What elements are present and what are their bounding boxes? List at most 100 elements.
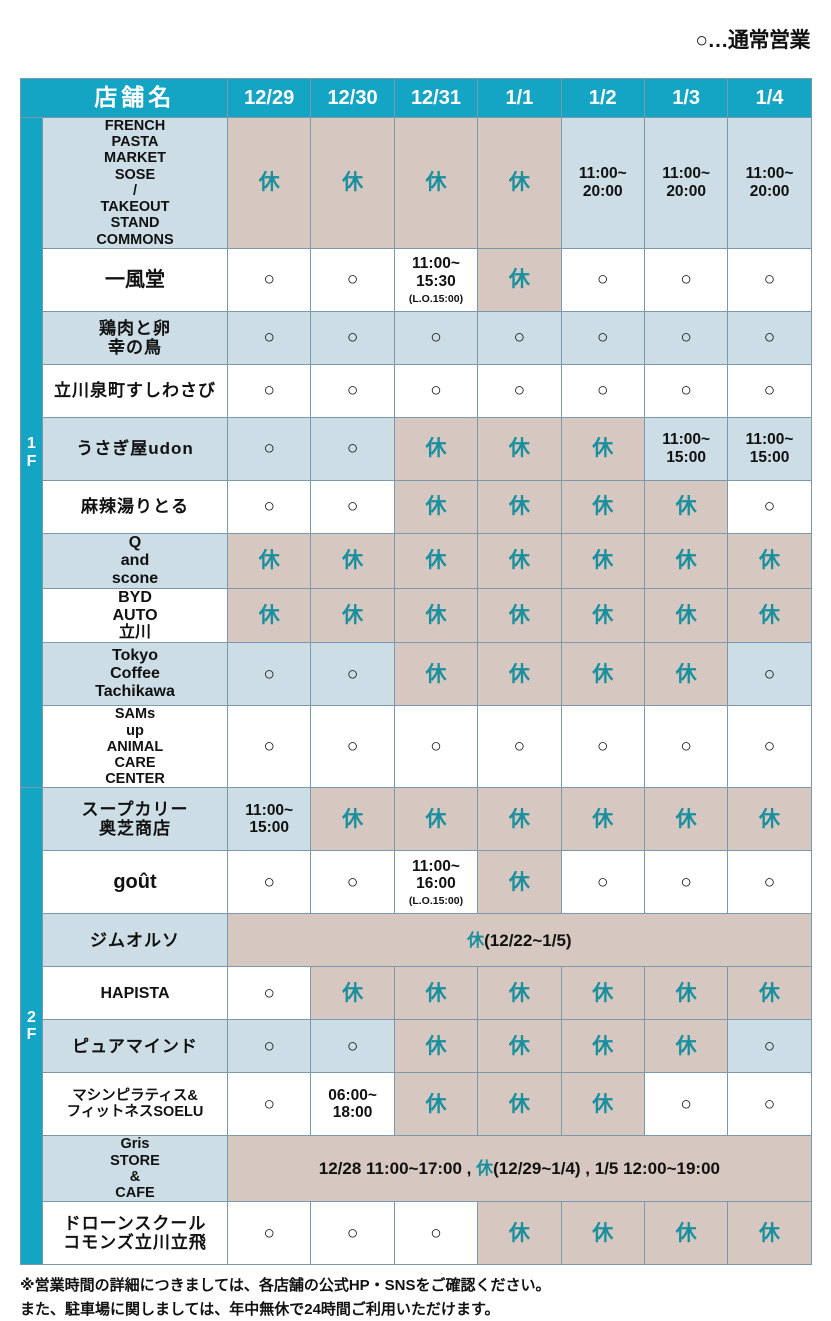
schedule-cell: ○ [226, 1201, 312, 1266]
schedule-cell: 休 [477, 117, 562, 249]
table-row: 2 F スープカリー 奥芝商店 11:00~ 15:00 休休休休休休 [20, 787, 812, 1266]
schedule-cell: ○ [226, 310, 312, 365]
schedule-cell: 休 [477, 532, 562, 589]
schedule-cell: ○ [226, 850, 312, 915]
schedule-cell: 11:00~ 15:00 [727, 416, 812, 481]
store-name-cell: SAMs up ANIMAL CARE CENTER [42, 705, 228, 789]
footer-notes: ※営業時間の詳細につきましては、各店舗の公式HP・SNSをご確認ください。 また… [20, 1274, 811, 1321]
closed-symbol: 休 [425, 807, 447, 831]
open-circle-icon: ○ [346, 496, 359, 518]
closed-symbol: 休 [508, 1092, 530, 1116]
schedule-cell: 11:00~ 20:00 [643, 117, 729, 249]
header-date-0101: 1/1 [477, 78, 562, 118]
schedule-cell: 休 [310, 532, 395, 589]
open-circle-icon: ○ [346, 663, 359, 685]
open-circle-icon: ○ [346, 736, 359, 758]
closed-symbol: 休 [508, 437, 530, 461]
schedule-cell: 休 [477, 587, 562, 644]
table-row: Tokyo Coffee Tachikawa ○ ○ 休 休 休 休 ○ [21, 642, 812, 707]
schedule-cell: 休 [393, 532, 479, 589]
table-row: 立川泉町すしわさび ○ ○ ○ ○ ○ ○ ○ [21, 363, 812, 418]
store-name-cell: 麻辣湯りとる [42, 479, 228, 534]
schedule-cell: 休 [727, 532, 812, 589]
open-circle-icon: ○ [346, 871, 359, 893]
schedule-cell: ○ [310, 642, 395, 707]
closed-symbol: 休 [425, 1034, 447, 1058]
schedule-cell: ○ [727, 705, 812, 789]
open-circle-icon: ○ [263, 496, 275, 518]
schedule-cell: ○ [477, 310, 562, 365]
schedule-cell: ○ [226, 1019, 312, 1074]
closed-symbol: 休 [759, 548, 781, 572]
table-row: ドローンスクール コモンズ立川立飛 ○ ○ ○ 休 休 休 休 [21, 1201, 812, 1266]
schedule-note-text: 12/28 11:00~17:00 , 休(12/29~1/4) , 1/5 1… [318, 1159, 720, 1178]
hours-text: 11:00~ 15:00 [245, 801, 294, 837]
table-row: ジムオルソ 休(12/22~1/5) [21, 913, 812, 968]
schedule-cell: 休 [393, 787, 479, 852]
store-name-cell: 鶏肉と卵 幸の鳥 [42, 310, 228, 365]
table-row: goût ○ ○ 11:00~ 16:00 (L.O.15:00) 休 ○ ○ ○ [21, 850, 812, 915]
closed-symbol: 休 [675, 495, 697, 519]
schedule-cell: 休 [393, 966, 479, 1021]
schedule-cell: 休 [643, 966, 729, 1021]
header-date-0103: 1/3 [643, 78, 729, 118]
schedule-cell: ○ [310, 850, 395, 915]
schedule-cell: 休 [560, 479, 645, 534]
closed-symbol: 休 [425, 548, 447, 572]
closed-symbol: 休 [342, 981, 364, 1005]
closed-symbol: 休 [508, 1034, 530, 1058]
open-circle-icon: ○ [430, 1222, 442, 1244]
closed-symbol: 休 [592, 548, 614, 572]
closed-symbol: 休 [425, 437, 447, 461]
store-name-cell: ジムオルソ [42, 913, 228, 968]
closed-symbol: 休 [592, 981, 614, 1005]
schedule-cell: 休 [477, 850, 562, 915]
closed-symbol: 休 [508, 981, 530, 1005]
schedule-cell: ○ [643, 247, 729, 312]
schedule-cell: 休 [477, 642, 562, 707]
schedule-cell: 11:00~ 20:00 [560, 117, 645, 249]
schedule-cell: ○ [226, 966, 312, 1021]
schedule-cell: ○ [226, 705, 312, 789]
schedule-cell: ○ [643, 310, 729, 365]
table-row: うさぎ屋udon ○ ○ 休 休 休 11:00~ 15:00 11:00~ 15:00 [21, 416, 812, 481]
open-circle-icon: ○ [263, 438, 275, 460]
closed-symbol: 休 [759, 603, 781, 627]
schedule-cell: 休 [560, 416, 645, 481]
schedule-cell: 休 [477, 247, 562, 312]
header-store-name: 店舗名 [42, 78, 228, 118]
schedule-cell: 休 [310, 587, 395, 644]
store-name-cell: 立川泉町すしわさび [42, 363, 228, 418]
closed-symbol: 休 [508, 495, 530, 519]
closed-symbol: 休 [675, 981, 697, 1005]
open-circle-icon: ○ [763, 1035, 776, 1057]
closed-symbol: 休 [592, 1034, 614, 1058]
rest-symbol: 休 [476, 1159, 494, 1178]
schedule-cell: ○ [226, 416, 312, 481]
footer-note-line-1: ※営業時間の詳細につきましては、各店舗の公式HP・SNSをご確認ください。 [20, 1277, 551, 1295]
store-name-cell: BYD AUTO 立川 [42, 587, 228, 644]
schedule-cell: 休 [393, 642, 479, 707]
open-circle-icon: ○ [430, 380, 442, 402]
schedule-cell: 休 [477, 416, 562, 481]
schedule-cell: ○ [310, 1201, 395, 1266]
hours-text: 11:00~ 16:00 (L.O.15:00) [395, 858, 477, 908]
schedule-cell: 休 [393, 587, 479, 644]
hours-text: 11:00~ 20:00 [662, 165, 711, 200]
schedule-cell: 11:00~ 15:30 (L.O.15:00) [393, 247, 479, 312]
closed-symbol: 休 [425, 662, 447, 686]
closed-symbol: 休 [592, 1092, 614, 1116]
closed-symbol: 休 [508, 662, 530, 686]
open-circle-icon: ○ [263, 663, 275, 685]
schedule-cell: 休 [477, 1019, 562, 1074]
open-circle-icon: ○ [346, 1035, 359, 1057]
table-header: 店舗名 12/29 12/30 12/31 1/1 1/2 1/3 1/4 [20, 78, 812, 118]
header-date-0104: 1/4 [727, 78, 812, 118]
store-name-cell: Tokyo Coffee Tachikawa [42, 642, 228, 707]
schedule-cell: ○ [393, 705, 479, 789]
schedule-cell: ○ [310, 1019, 395, 1074]
table-row: ピュアマインド ○ ○ 休 休 休 休 ○ [21, 1019, 812, 1074]
store-name-cell: ピュアマインド [42, 1019, 228, 1074]
